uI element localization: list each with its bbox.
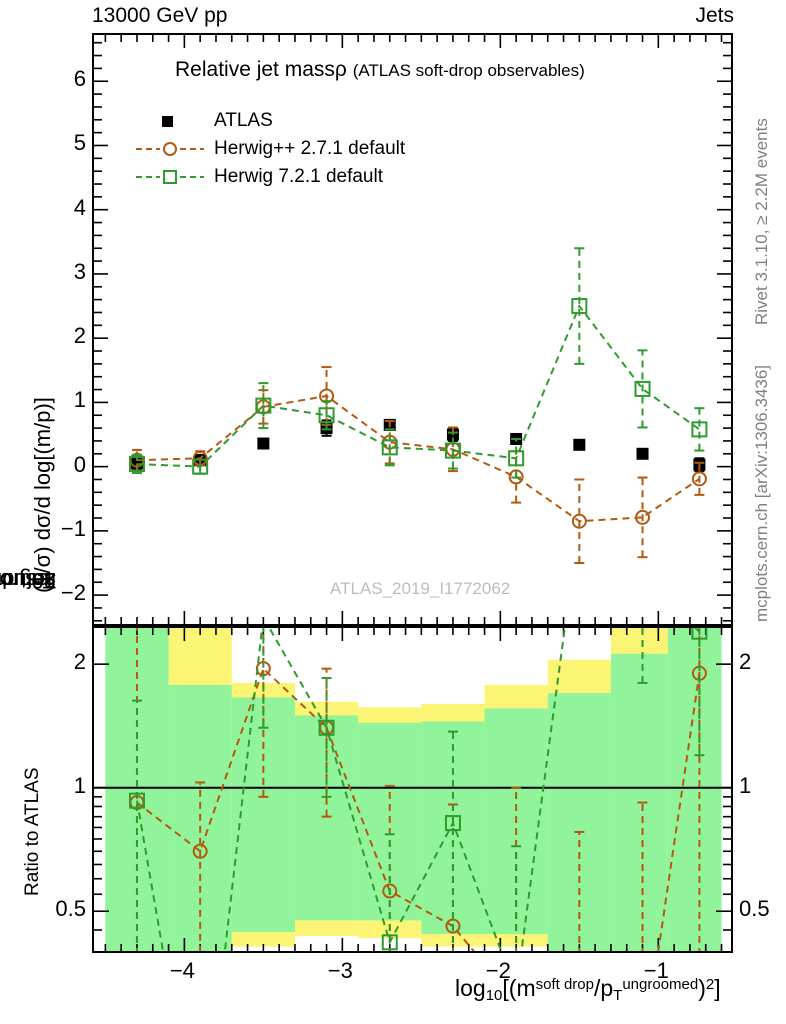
main-y-tick-2: 2 <box>73 323 86 349</box>
ratio-y-tick-right-2: 2 <box>739 649 752 675</box>
main-y-tick-labels: −2 −1 0 1 2 3 4 5 6 <box>40 33 86 626</box>
ratio-y-tick-left-2: 2 <box>73 649 86 675</box>
ratio-y-tick-labels-right: 0.5 1 2 <box>739 626 785 953</box>
main-data-series <box>128 247 708 564</box>
x-tick--3: −3 <box>327 958 353 983</box>
header-left-label: 13000 GeV pp <box>92 4 228 27</box>
ratio-y-tick-left-1: 1 <box>73 772 86 798</box>
x-tick--1: −1 <box>643 958 669 983</box>
ratio-y-tick-labels-left: 0.5 1 2 <box>40 626 86 953</box>
main-plot-panel: Relative jet massρ (ATLAS soft-drop obse… <box>92 33 733 626</box>
main-y-tick-5: 5 <box>73 130 86 156</box>
legend-key-filled-square <box>134 110 206 132</box>
legend-label-herwigpp: Herwig++ 2.7.1 default <box>214 138 406 159</box>
ratio-y-tick-right-1: 1 <box>739 772 752 798</box>
main-plot-svg <box>94 35 731 624</box>
legend-label-herwig7: Herwig 7.2.1 default <box>214 166 383 187</box>
x-tick--4: −4 <box>169 958 195 983</box>
main-y-tick--1: −1 <box>60 515 86 541</box>
ratio-y-tick-right-0.5: 0.5 <box>739 896 770 922</box>
ratio-y-tick-left-0.5: 0.5 <box>55 896 86 922</box>
legend-label-atlas: ATLAS <box>214 110 273 131</box>
x-tick--2: −2 <box>485 958 511 983</box>
legend-key-open-square <box>134 166 206 188</box>
x-tick-labels: −4 −3 −2 −1 <box>0 958 786 988</box>
legend-entry-herwigpp[interactable]: Herwig++ 2.7.1 default <box>134 135 405 163</box>
legend-entry-herwig7[interactable]: Herwig 7.2.1 default <box>134 163 405 191</box>
ratio-uncertainty-bands <box>105 628 722 951</box>
main-y-tick-3: 3 <box>73 258 86 284</box>
ratio-plot-svg <box>94 628 731 951</box>
right-note-mcplots: mcplots.cern.ch [arXiv:1306.3436] <box>752 364 771 622</box>
plot-title-paren: (ATLAS soft-drop observables) <box>352 61 585 80</box>
main-y-tick-1: 1 <box>73 387 86 413</box>
ratio-data-series <box>128 628 708 951</box>
x-axis-title: log10[(msoft drop/pTungroomed)2] <box>455 975 721 1004</box>
right-note-rivet: Rivet 3.1.10, ≥ 2.2M events <box>752 118 771 325</box>
header-right-label: Jets <box>695 4 734 27</box>
main-y-tick-0: 0 <box>73 451 86 477</box>
main-y-tick-4: 4 <box>73 194 86 220</box>
main-y-tick--2: −2 <box>60 580 86 606</box>
ratio-plot-panel <box>92 626 733 953</box>
legend: ATLAS Herwig++ 2.7.1 default <box>134 107 405 191</box>
main-axis-ticks <box>94 35 731 624</box>
dataset-watermark: ATLAS_2019_I1772062 <box>330 579 511 598</box>
legend-entry-atlas[interactable]: ATLAS <box>134 107 405 135</box>
plot-title-main: Relative jet massρ <box>175 58 347 81</box>
main-y-tick-6: 6 <box>73 66 86 92</box>
legend-key-open-circle <box>134 138 206 160</box>
plot-title: Relative jet massρ (ATLAS soft-drop obse… <box>175 58 585 82</box>
